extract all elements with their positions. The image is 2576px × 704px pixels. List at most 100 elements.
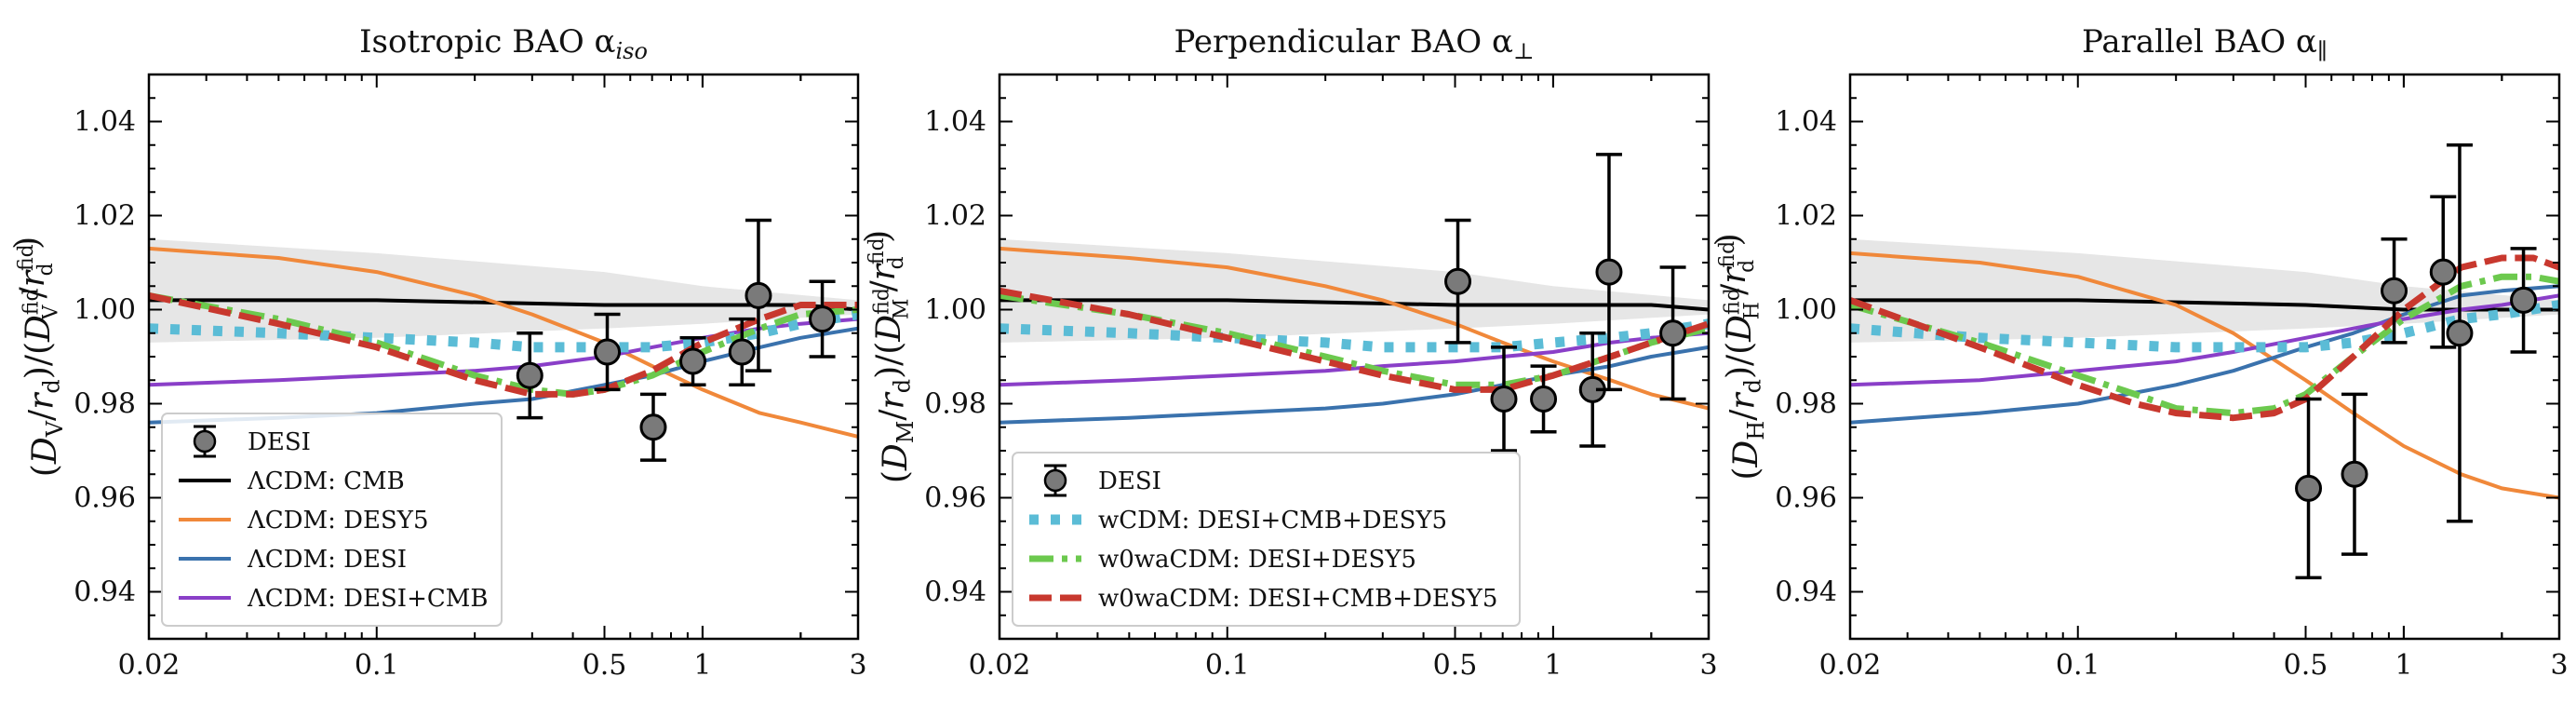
y-tick-label: 1.02 xyxy=(74,200,136,233)
legend-label: DESI xyxy=(248,428,311,456)
plot-area xyxy=(149,238,858,439)
chart-title-main: Perpendicular BAO α xyxy=(1174,23,1513,61)
x-tick-label: 3 xyxy=(1699,649,1717,682)
series-line-wcdm xyxy=(1000,318,1709,353)
series-line-w0wa-desi-desy5 xyxy=(149,291,858,398)
x-tick-label: 0.5 xyxy=(583,649,627,682)
legend-entry: wCDM: DESI+CMB+DESY5 xyxy=(1029,507,1447,535)
chart-title-subscript: ∥ xyxy=(2317,38,2328,64)
legend-entry: ΛCDM: DESI+CMB xyxy=(179,585,488,613)
cmb-uncertainty-band xyxy=(1850,238,2559,343)
plot-area xyxy=(1000,238,1709,425)
data-marker xyxy=(2510,286,2538,314)
x-tick-label: 0.1 xyxy=(1205,649,1250,682)
legend-box xyxy=(161,413,503,627)
x-tick-label: 0.5 xyxy=(1433,649,1478,682)
legend: DESI wCDM: DESI+CMB+DESY5 w0waCDM: DESI+DE… xyxy=(1012,452,1521,627)
data-point xyxy=(2341,392,2368,556)
y-tick-label: 0.94 xyxy=(74,576,136,609)
series-line-w0wa-all xyxy=(1000,287,1709,393)
data-marker xyxy=(1595,258,1623,286)
axis-ticks xyxy=(148,74,859,639)
axis-ticks xyxy=(999,74,1710,639)
data-marker xyxy=(2381,277,2408,305)
data-marker xyxy=(1490,385,1518,413)
data-point xyxy=(1530,364,1558,434)
panel-2: 0.02 0.1 0.5 1 3 0.94 0.96 0.98 1.00 1.02 1.04 Perp… xyxy=(860,23,1718,682)
data-point xyxy=(809,279,837,359)
series-line-w0wa-desi-desy5 xyxy=(1850,273,2559,417)
x-tick-label: 1 xyxy=(693,649,711,682)
series-line-wcdm xyxy=(1850,300,2559,353)
series-line-desi xyxy=(1000,345,1709,425)
data-marker xyxy=(594,338,622,366)
data-marker xyxy=(2446,319,2474,347)
legend-entry: ΛCDM: CMB xyxy=(179,467,405,495)
legend-label: w0waCDM: DESI+DESY5 xyxy=(1098,546,1416,574)
legend-label: w0waCDM: DESI+CMB+DESY5 xyxy=(1098,585,1497,613)
data-marker xyxy=(639,413,667,441)
x-tick-label: 3 xyxy=(849,649,866,682)
cmb-uncertainty-band xyxy=(1000,238,1709,343)
axis-ticks xyxy=(1849,74,2560,639)
y-tick-label: 0.98 xyxy=(74,388,136,421)
legend-label: wCDM: DESI+CMB+DESY5 xyxy=(1098,507,1447,535)
x-tick-label: 0.02 xyxy=(969,649,1031,682)
y-tick-label: 0.94 xyxy=(924,576,986,609)
y-axis-label: (DM/rd)/(DfidM/rfidd) xyxy=(860,230,919,483)
y-tick-label: 0.98 xyxy=(924,388,986,421)
data-point xyxy=(516,332,543,420)
series-line-desy5 xyxy=(1000,246,1709,411)
data-point xyxy=(745,218,772,372)
chart-title: Perpendicular BAO α⊥ xyxy=(1174,23,1534,64)
data-marker xyxy=(809,305,837,333)
series-line-cmb xyxy=(1000,298,1709,312)
data-point xyxy=(1490,345,1518,453)
series-line-desy5 xyxy=(1850,250,2559,500)
x-tick-label: 3 xyxy=(2550,649,2568,682)
data-marker xyxy=(1530,385,1558,413)
y-tick-label: 0.94 xyxy=(1775,576,1837,609)
legend-marker xyxy=(193,429,217,454)
legend-entry: DESI xyxy=(1043,464,1161,497)
plot-area xyxy=(1850,238,2559,500)
x-tick-label: 0.02 xyxy=(1819,649,1882,682)
data-point xyxy=(728,317,756,387)
legend-entry: w0waCDM: DESI+DESY5 xyxy=(1029,546,1416,574)
panel-3: 0.02 0.1 0.5 1 3 0.94 0.96 0.98 1.00 1.02 1.04 Para… xyxy=(1711,23,2569,682)
data-point xyxy=(2429,195,2457,349)
y-tick-label: 1.04 xyxy=(924,106,986,139)
x-tick-label: 1 xyxy=(2395,649,2412,682)
y-tick-label: 1.04 xyxy=(1775,106,1837,139)
data-point xyxy=(2446,143,2474,523)
y-tick-label: 1.00 xyxy=(74,294,136,327)
x-tick-label: 0.02 xyxy=(118,649,181,682)
data-marker xyxy=(1659,319,1687,347)
data-point xyxy=(1595,153,1623,392)
data-marker xyxy=(2429,258,2457,286)
panel-1: 0.02 0.1 0.5 1 3 0.94 0.96 0.98 1.00 1.02 1.04 Isot… xyxy=(9,23,867,682)
legend-label: ΛCDM: DESY5 xyxy=(247,507,429,535)
data-marker xyxy=(2341,460,2368,488)
data-point xyxy=(1659,265,1687,401)
x-tick-label: 1 xyxy=(1544,649,1562,682)
y-tick-label: 1.04 xyxy=(74,106,136,139)
x-tick-label: 0.1 xyxy=(355,649,399,682)
y-axis-label: (DV/rd)/(DfidV/rfidd) xyxy=(9,237,69,477)
chart-title-main: Parallel BAO α xyxy=(2082,23,2317,61)
y-axis-label: (DH/rd)/(DfidH/rfidd) xyxy=(1711,233,1770,480)
legend: DESI ΛCDM: CMB ΛCDM: DESY5 ΛCDM: DESI ΛCDM: … xyxy=(161,413,503,627)
legend-entry: ΛCDM: DESI xyxy=(179,546,407,574)
x-tick-label: 0.5 xyxy=(2284,649,2328,682)
data-marker xyxy=(679,347,707,375)
y-tick-label: 0.96 xyxy=(924,482,986,515)
data-point xyxy=(679,336,707,387)
y-tick-label: 0.96 xyxy=(1775,482,1837,515)
series-line-desicmb xyxy=(1850,293,2559,387)
chart-title-subscript: ⊥ xyxy=(1513,38,1535,64)
legend-marker xyxy=(1043,468,1067,493)
legend-box xyxy=(1012,452,1521,627)
series-line-w0wa-all xyxy=(149,291,858,398)
y-tick-label: 1.02 xyxy=(924,200,986,233)
